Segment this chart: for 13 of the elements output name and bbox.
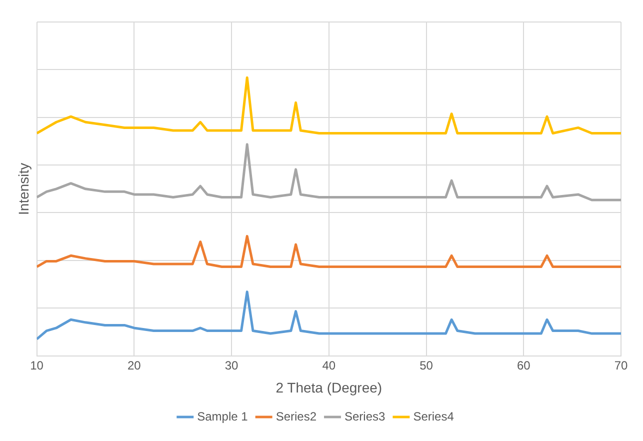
y-axis-title: Intensity bbox=[15, 162, 32, 215]
x-tick-label: 50 bbox=[420, 358, 434, 372]
legend-label: Series4 bbox=[413, 409, 454, 424]
legend-label: Series2 bbox=[276, 409, 317, 424]
x-tick-label: 10 bbox=[30, 358, 44, 372]
x-tick-label: 70 bbox=[614, 358, 628, 372]
x-tick-label: 60 bbox=[516, 358, 531, 372]
legend-label: Sample 1 bbox=[197, 409, 248, 424]
x-tick-label: 30 bbox=[224, 358, 239, 372]
legend-label: Series3 bbox=[344, 409, 386, 424]
x-tick-label: 20 bbox=[127, 358, 142, 372]
x-axis-title: 2 Theta (Degree) bbox=[276, 379, 382, 396]
x-tick-label: 40 bbox=[322, 358, 336, 372]
